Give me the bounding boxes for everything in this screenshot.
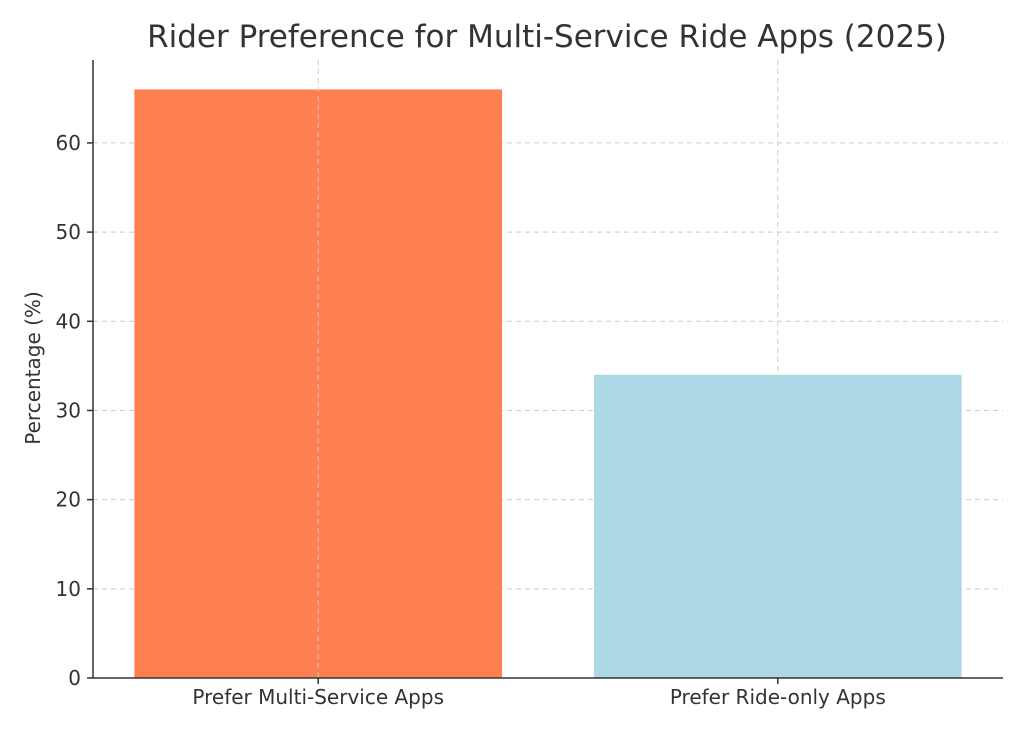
y-axis-label: Percentage (%) <box>21 291 45 444</box>
y-tick-label: 60 <box>56 131 81 155</box>
y-tick-label: 10 <box>56 577 81 601</box>
y-tick-label: 50 <box>56 220 81 244</box>
y-tick-label: 20 <box>56 488 81 512</box>
x-tick-label: Prefer Multi-Service Apps <box>192 685 444 709</box>
y-tick-label: 40 <box>56 309 81 333</box>
y-tick-label: 30 <box>56 398 81 422</box>
chart-title: Rider Preference for Multi-Service Ride … <box>147 19 947 55</box>
bars <box>134 89 962 678</box>
axes: 0 10 20 30 40 50 60 Prefer Multi-Service Apps Pr… <box>56 60 1003 709</box>
y-tick-label: 0 <box>68 666 81 690</box>
x-tick-label: Prefer Ride-only Apps <box>670 685 886 709</box>
